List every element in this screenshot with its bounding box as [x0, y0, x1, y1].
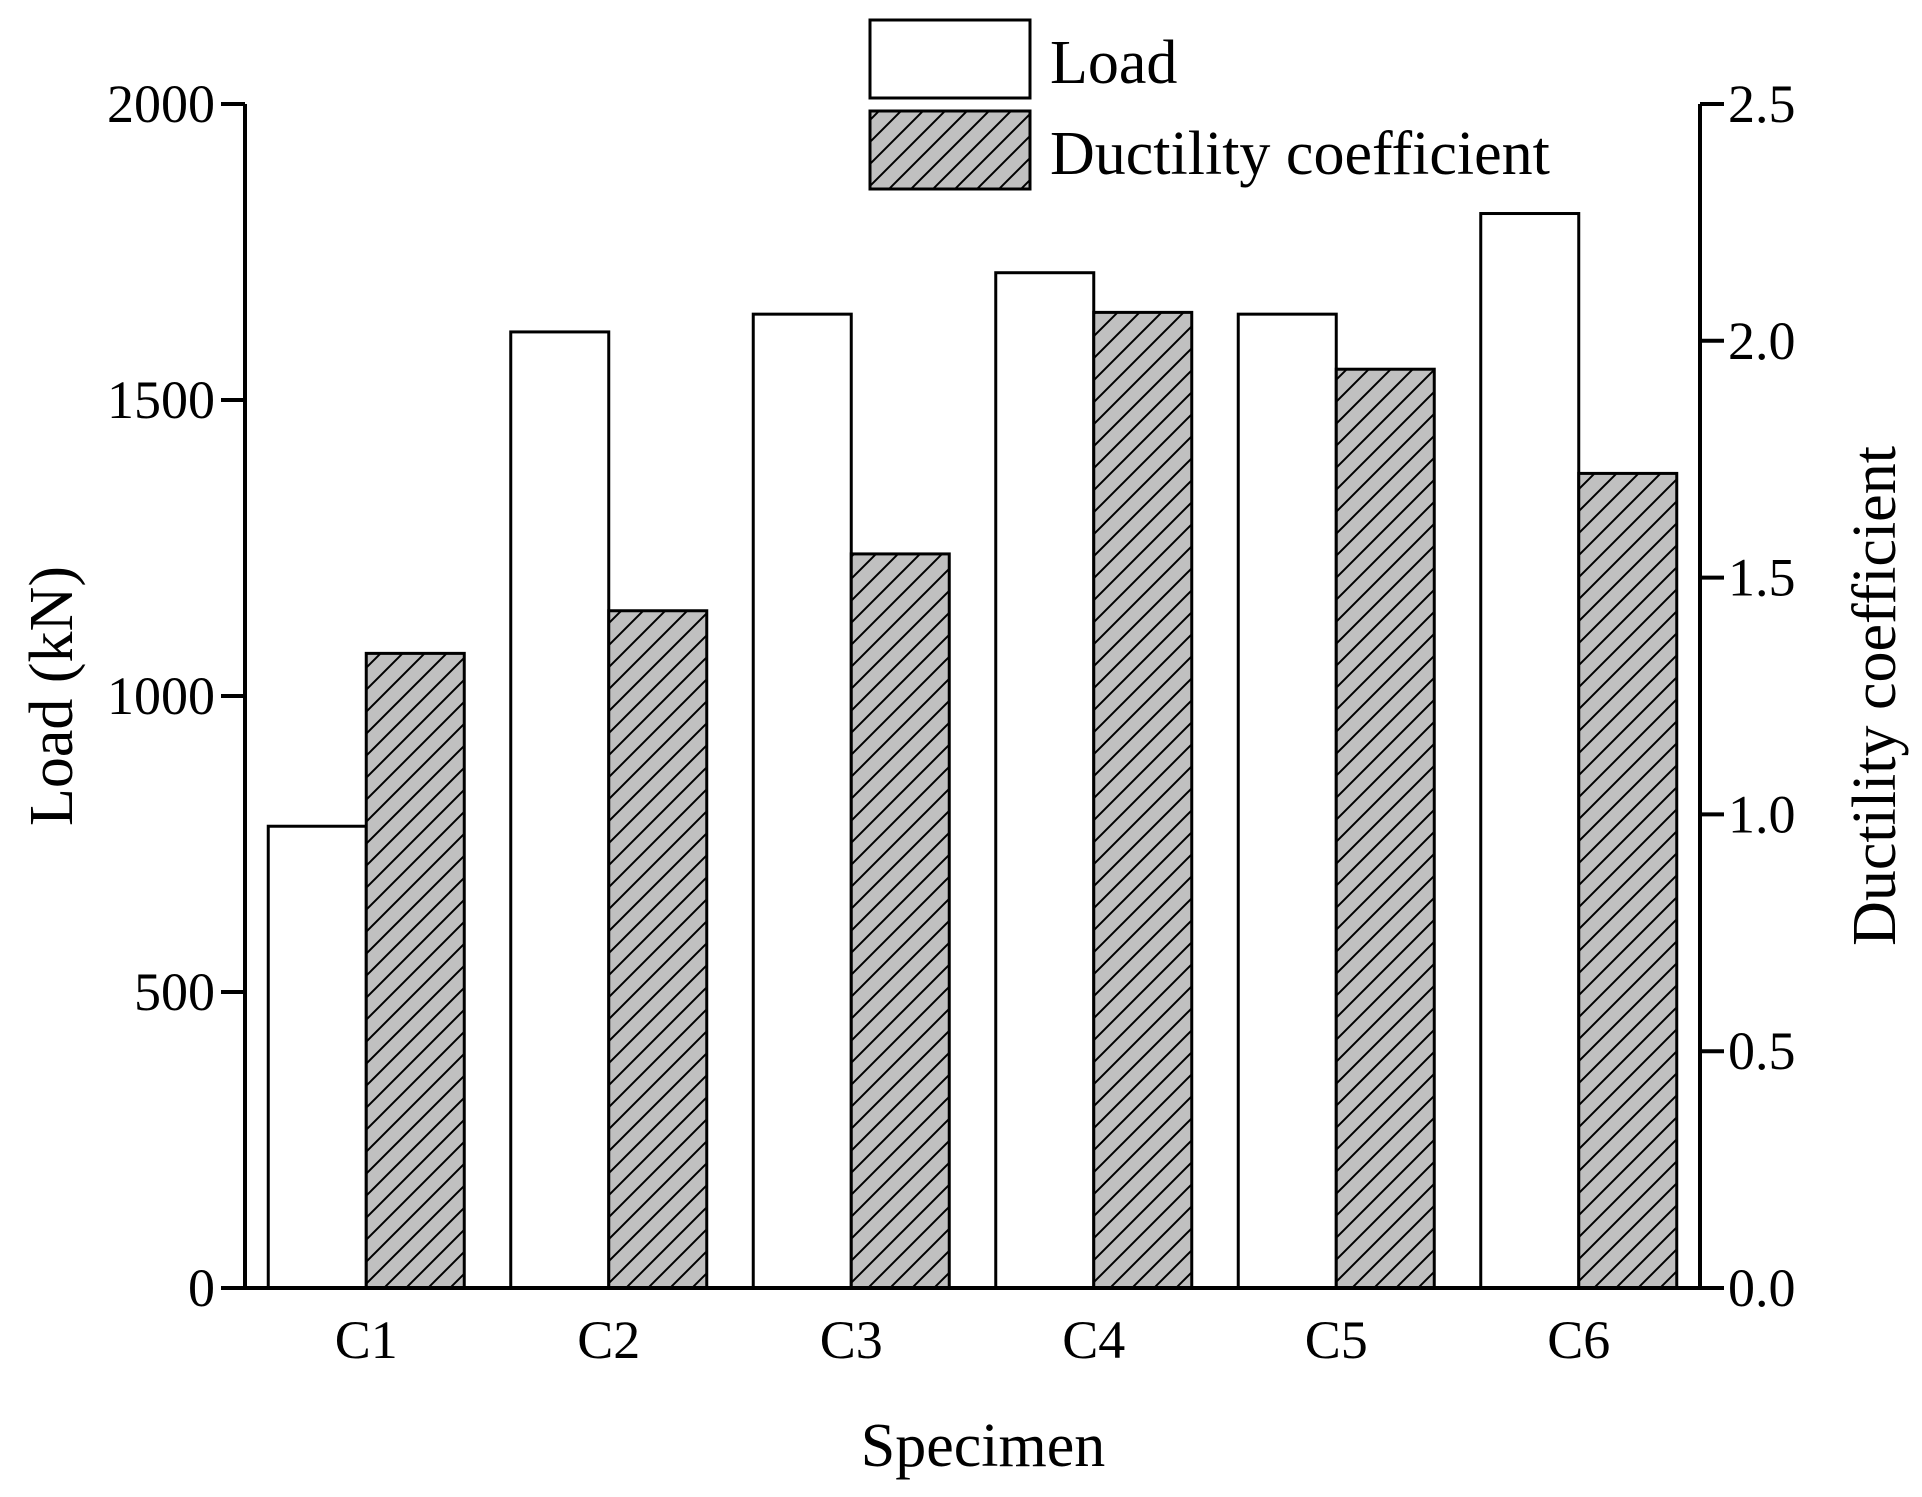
ductility-bar-C3 — [849, 552, 951, 1290]
load-bar-C1 — [266, 824, 368, 1290]
legend-label-ductility: Ductility coefficient — [1050, 120, 1550, 188]
legend: Load Ductility coefficient — [868, 18, 1550, 191]
right-tick-label: 0.0 — [1728, 1258, 1796, 1318]
x-tick-label: C3 — [820, 1310, 883, 1370]
axes-layer — [221, 102, 1724, 1290]
right-tick-label: 1.0 — [1728, 784, 1796, 844]
left-tick-label: 1000 — [107, 666, 215, 726]
x-axis-title: Specimen — [861, 1412, 1106, 1480]
x-tick-label: C5 — [1305, 1310, 1368, 1370]
left-tick-label: 500 — [134, 962, 215, 1022]
ductility-bar-C2 — [607, 609, 709, 1290]
x-tick-label: C2 — [577, 1310, 640, 1370]
right-tick-label: 1.5 — [1728, 548, 1796, 608]
left-tick-label: 1500 — [107, 370, 215, 430]
legend-swatch-load — [868, 18, 1032, 100]
x-tick-label: C4 — [1062, 1310, 1125, 1370]
load-bar-C2 — [509, 330, 611, 1290]
labels-layer: 0 500 1000 1500 2000 0.0 0.5 1.0 1.5 2.0 2.5 C1 C2 C3… — [18, 74, 1909, 1480]
right-tick-label: 2.0 — [1728, 311, 1796, 371]
x-tick-label: C1 — [335, 1310, 398, 1370]
load-bar-C5 — [1236, 312, 1338, 1290]
legend-label-load: Load — [1050, 29, 1177, 97]
load-bar-C6 — [1479, 212, 1581, 1290]
bars-layer — [266, 212, 1679, 1290]
ductility-bar-C1 — [364, 651, 466, 1290]
x-tick-label: C6 — [1547, 1310, 1610, 1370]
ductility-bar-C4 — [1092, 310, 1194, 1290]
left-tick-label: 0 — [188, 1258, 215, 1318]
left-tick-label: 2000 — [107, 74, 215, 134]
right-y-axis-title: Ductility coefficient — [1841, 446, 1909, 946]
load-bar-C4 — [994, 271, 1096, 1290]
ductility-bar-C6 — [1577, 471, 1679, 1290]
legend-swatch-ductility — [868, 109, 1032, 191]
ductility-bar-C5 — [1334, 367, 1436, 1290]
load-bar-C3 — [751, 312, 853, 1290]
left-y-axis-title: Load (kN) — [18, 566, 86, 826]
right-tick-label: 2.5 — [1728, 74, 1796, 134]
right-tick-label: 0.5 — [1728, 1021, 1796, 1081]
